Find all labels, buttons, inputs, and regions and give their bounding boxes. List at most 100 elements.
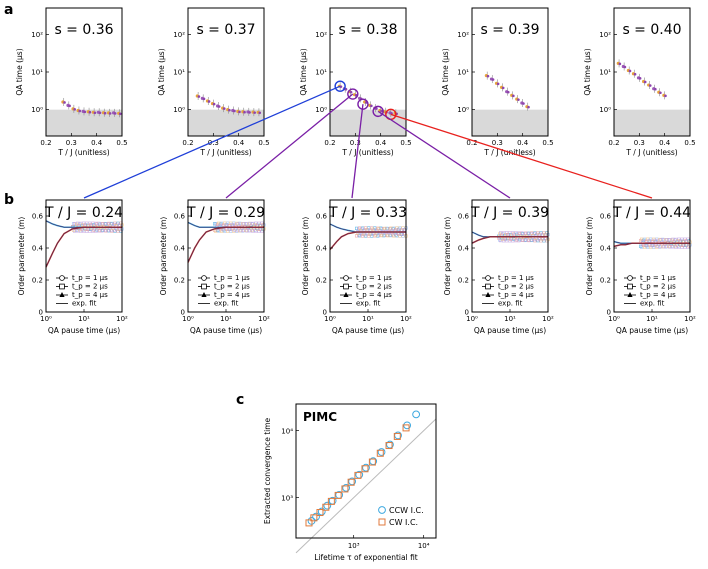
data-point <box>245 229 249 233</box>
y-tick-label: 10⁴ <box>281 428 293 436</box>
data-point <box>227 227 231 232</box>
y-tick-label: 0.4 <box>600 245 612 253</box>
panel-title: T / J = 0.33 <box>328 205 407 221</box>
x-tick-label: 0.4 <box>233 139 245 147</box>
data-point <box>527 231 531 235</box>
fit-line <box>613 242 690 247</box>
series-line <box>45 226 122 268</box>
x-tick-label: 0.4 <box>91 139 103 147</box>
data-point <box>118 112 122 116</box>
data-point <box>662 238 666 242</box>
x-tick-label: 0.5 <box>542 139 553 147</box>
legend-label: t_p = 4 μs <box>214 291 250 299</box>
legend-marker <box>485 275 491 281</box>
data-point <box>671 245 675 249</box>
data-point <box>530 238 534 243</box>
fit-line <box>329 231 406 250</box>
plot-b-1: T / J = 0.24 0 0.2 0.4 0.6 10⁰ 10¹ 10² QA pause … <box>17 199 128 335</box>
legend-label: t_p = 1 μs <box>640 274 676 282</box>
data-point <box>88 110 92 114</box>
y-tick-label: 0 <box>39 309 43 317</box>
data-point-cw <box>361 465 369 473</box>
shaded-band <box>188 109 264 136</box>
x-tick-label: 0.5 <box>400 139 411 147</box>
data-point <box>496 82 500 86</box>
y-tick-label: 0.2 <box>316 277 327 285</box>
data-point <box>521 238 525 242</box>
legend-marker <box>485 292 491 297</box>
data-point-cw <box>322 503 330 511</box>
highlight-marker <box>334 80 346 92</box>
y-tick-label: 10⁰ <box>173 106 185 114</box>
data-point <box>375 107 378 110</box>
data-point <box>92 228 96 232</box>
data-point <box>665 237 669 242</box>
y-tick-label: 0 <box>607 309 611 317</box>
panel-title: T / J = 0.44 <box>612 205 691 221</box>
data-point-ccw <box>377 448 386 456</box>
data-point <box>242 228 246 233</box>
data-point <box>104 229 108 233</box>
data-point <box>258 111 262 115</box>
legend-marker <box>59 283 65 290</box>
data-point <box>73 222 77 226</box>
data-point <box>371 227 375 231</box>
shaded-band <box>330 109 406 136</box>
data-point <box>515 238 519 242</box>
data-point <box>633 72 637 76</box>
data-point <box>389 234 393 238</box>
data-point <box>73 108 76 111</box>
y-axis-label: QA time (μs) <box>157 48 166 95</box>
data-point <box>217 105 221 108</box>
x-tick-label: 10² <box>400 315 412 323</box>
data-point <box>380 233 384 237</box>
legend-marker <box>343 275 349 281</box>
data-point <box>665 244 669 249</box>
data-point <box>253 111 256 114</box>
data-point <box>93 111 97 115</box>
data-point <box>509 237 513 241</box>
data-point <box>656 244 660 248</box>
x-tick-label: 10² <box>542 315 554 323</box>
y-axis-label: Order parameter ⟨m⟩ <box>159 217 168 296</box>
x-axis-label: T / J (unitless) <box>625 148 677 157</box>
legend-marker <box>201 292 207 297</box>
data-point <box>98 228 102 233</box>
x-tick-label: 0.2 <box>324 139 335 147</box>
data-point-cw <box>393 432 401 440</box>
data-point <box>103 111 107 115</box>
x-tick-label: 0.5 <box>258 139 269 147</box>
data-point <box>78 109 82 113</box>
panel-a-letter: a <box>4 2 13 18</box>
y-tick-label: 0.6 <box>600 213 612 221</box>
data-point <box>101 222 105 226</box>
legend-label: exp. fit <box>498 300 523 308</box>
x-tick-label: 10⁴ <box>418 542 430 550</box>
data-point <box>68 104 71 108</box>
y-tick-label: 10³ <box>281 495 293 503</box>
y-tick-label: 0.6 <box>32 213 44 221</box>
data-point <box>648 84 652 87</box>
panel-title: s = 0.39 <box>480 22 539 38</box>
data-point <box>233 228 237 232</box>
data-point <box>370 104 373 108</box>
y-tick-label: 0.4 <box>316 245 328 253</box>
legend-label: CW I.C. <box>389 518 418 527</box>
data-point <box>354 226 359 230</box>
y-tick-label: 0.4 <box>458 245 470 253</box>
legend-marker <box>59 275 65 281</box>
data-point <box>101 228 105 232</box>
y-tick-label: 0.6 <box>174 213 186 221</box>
x-tick-label: 0.5 <box>684 139 695 147</box>
x-tick-label: 10⁰ <box>182 315 194 323</box>
legend-marker <box>378 506 386 514</box>
fit-line <box>45 226 122 268</box>
data-point <box>248 229 252 233</box>
data-point <box>512 94 515 98</box>
x-tick-label: 10² <box>684 315 696 323</box>
data-point <box>647 239 651 243</box>
plot-b-5: T / J = 0.44 0 0.2 0.4 0.6 10⁰ 10¹ 10² QA pause … <box>585 199 696 335</box>
x-tick-label: 10¹ <box>220 315 232 323</box>
